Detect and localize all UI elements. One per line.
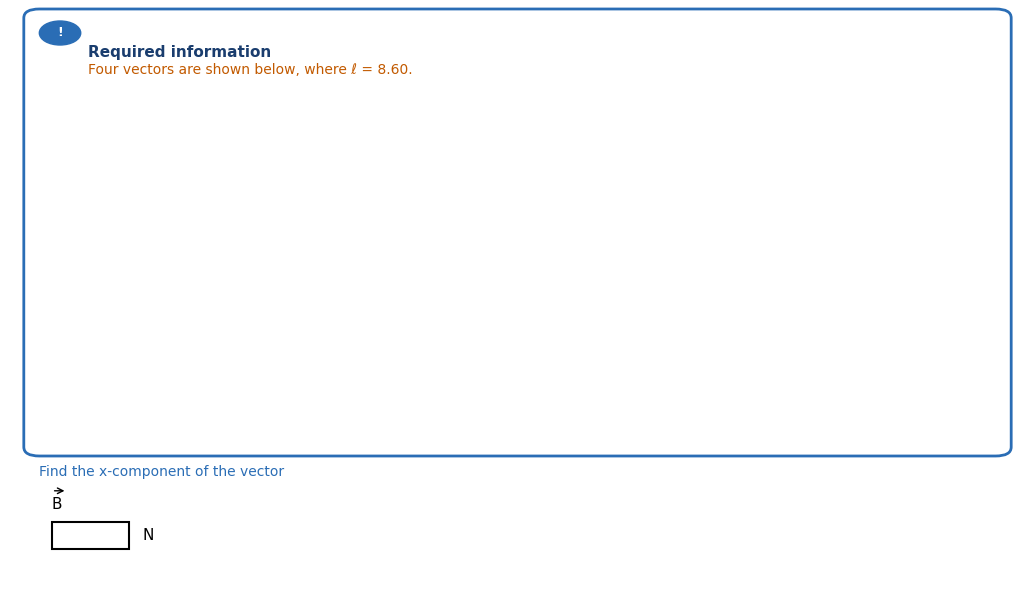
Text: x: x <box>451 199 460 212</box>
Text: $\it{l}$ m: $\it{l}$ m <box>573 220 596 235</box>
Text: N: N <box>143 528 154 542</box>
Text: $\vec{C}$: $\vec{C}$ <box>561 160 573 181</box>
Text: $\it{l}$ N: $\it{l}$ N <box>807 241 827 256</box>
Text: $\it{l}$ m: $\it{l}$ m <box>121 235 144 250</box>
Text: B: B <box>52 497 62 512</box>
FancyBboxPatch shape <box>52 522 129 549</box>
Text: x: x <box>950 186 958 200</box>
Text: 20.0°: 20.0° <box>810 251 841 264</box>
Text: $\vec{A}$: $\vec{A}$ <box>184 209 197 230</box>
Text: !: ! <box>57 26 63 40</box>
Text: x: x <box>671 304 679 317</box>
Text: Required information: Required information <box>88 45 271 60</box>
Text: $\it{l}$ N: $\it{l}$ N <box>343 238 361 253</box>
Text: Four vectors are shown below, where ℓ = 8.60.: Four vectors are shown below, where ℓ = … <box>88 63 413 77</box>
FancyBboxPatch shape <box>24 9 1011 456</box>
Text: y: y <box>309 145 318 158</box>
Text: .: . <box>52 511 57 526</box>
Text: y: y <box>625 131 633 145</box>
Text: y: y <box>92 145 100 158</box>
Text: $\vec{B}$: $\vec{B}$ <box>414 251 426 272</box>
Text: 20.0°: 20.0° <box>129 257 161 271</box>
Text: 20.0°: 20.0° <box>341 223 373 236</box>
Text: y: y <box>783 131 792 145</box>
Text: Find the x-component of the vector: Find the x-component of the vector <box>39 465 285 479</box>
Text: x: x <box>233 287 241 301</box>
Circle shape <box>39 21 81 45</box>
Text: 20.0°: 20.0° <box>630 200 662 213</box>
Text: $\vec{D}$: $\vec{D}$ <box>779 272 793 293</box>
